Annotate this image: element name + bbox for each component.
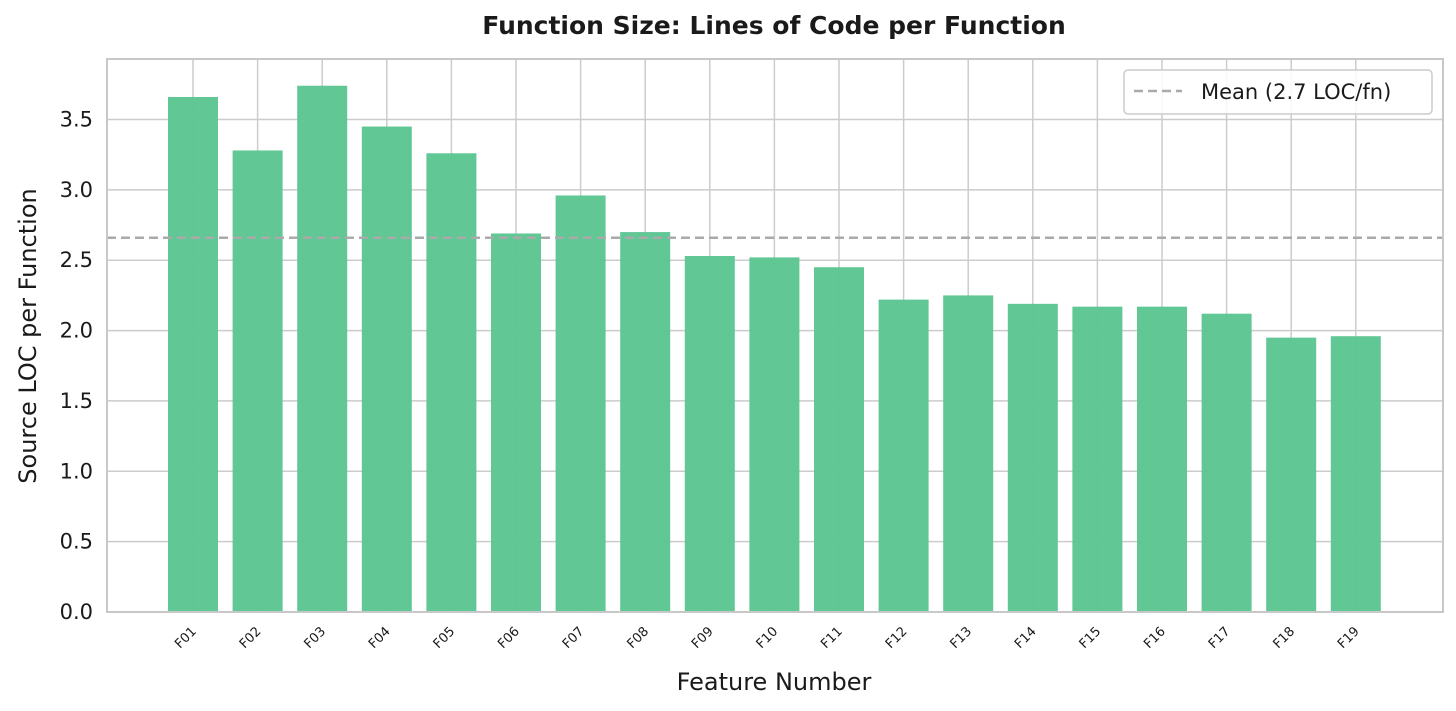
bar-f11	[814, 267, 864, 612]
x-tick-label: F17	[1206, 624, 1234, 652]
bar-f03	[297, 85, 348, 613]
x-tick-label: F15	[1077, 624, 1105, 652]
bar-f15	[1072, 306, 1123, 612]
x-tick-label: F16	[1141, 624, 1169, 652]
bar-f12	[878, 299, 929, 612]
x-tick-label: F06	[495, 624, 523, 652]
bar-f14	[1007, 303, 1058, 612]
x-tick-label: F04	[366, 624, 394, 652]
x-tick-label: F07	[560, 624, 588, 652]
x-tick-label: F10	[754, 624, 782, 652]
y-tick-label: 3.0	[60, 178, 93, 202]
bar-f10	[749, 257, 800, 612]
y-tick-label: 0.5	[60, 530, 93, 554]
x-tick-label: F18	[1270, 624, 1298, 652]
legend-mean-label: Mean (2.7 LOC/fn)	[1201, 80, 1391, 104]
bar-f09	[684, 255, 735, 613]
y-tick-label: 0.0	[60, 600, 93, 624]
chart-title: Function Size: Lines of Code per Functio…	[482, 11, 1066, 40]
bar-f17	[1201, 313, 1252, 612]
plot-frame	[106, 58, 1444, 613]
y-axis-label: Source LOC per Function	[14, 188, 42, 483]
bar-f19	[1330, 336, 1381, 612]
x-tick-label: F09	[689, 624, 717, 652]
y-tick-labels: 0.0 0.5 1.0 1.5 2.0 2.5 3.0 3.5	[60, 108, 93, 624]
bar-f13	[943, 295, 994, 612]
y-tick-label: 2.5	[60, 248, 93, 272]
bar-f07	[555, 195, 606, 612]
bar-f05	[426, 153, 477, 613]
bar-f18	[1266, 337, 1317, 612]
x-tick-labels: F01 F02 F03 F04 F05 F06 F07 F08 F09 F10 F11 F12 F13 F…	[172, 624, 1362, 652]
y-tick-label: 1.5	[60, 389, 93, 413]
x-tick-label: F01	[172, 624, 200, 652]
bar-f02	[232, 150, 283, 612]
x-tick-label: F14	[1012, 624, 1040, 652]
x-tick-label: F08	[624, 624, 652, 652]
bar-f08	[620, 232, 671, 612]
x-tick-label: F02	[237, 624, 265, 652]
y-tick-label: 3.5	[60, 108, 93, 132]
y-tick-label: 1.0	[60, 459, 93, 483]
x-tick-label: F05	[431, 624, 459, 652]
x-tick-label: F03	[301, 624, 329, 652]
legend: Mean (2.7 LOC/fn)	[1123, 69, 1433, 115]
y-tick-label: 2.0	[60, 319, 93, 343]
legend-box	[1123, 69, 1433, 115]
bars	[168, 85, 1381, 613]
x-tick-label: F12	[883, 624, 911, 652]
x-axis-label: Feature Number	[677, 668, 872, 696]
bar-f06	[491, 233, 541, 612]
bar-f16	[1137, 306, 1187, 612]
x-tick-label: F13	[947, 624, 975, 652]
x-tick-label: F11	[818, 624, 846, 652]
bar-f04	[361, 126, 412, 612]
x-tick-label: F19	[1335, 624, 1363, 652]
bar-f01	[168, 96, 218, 612]
